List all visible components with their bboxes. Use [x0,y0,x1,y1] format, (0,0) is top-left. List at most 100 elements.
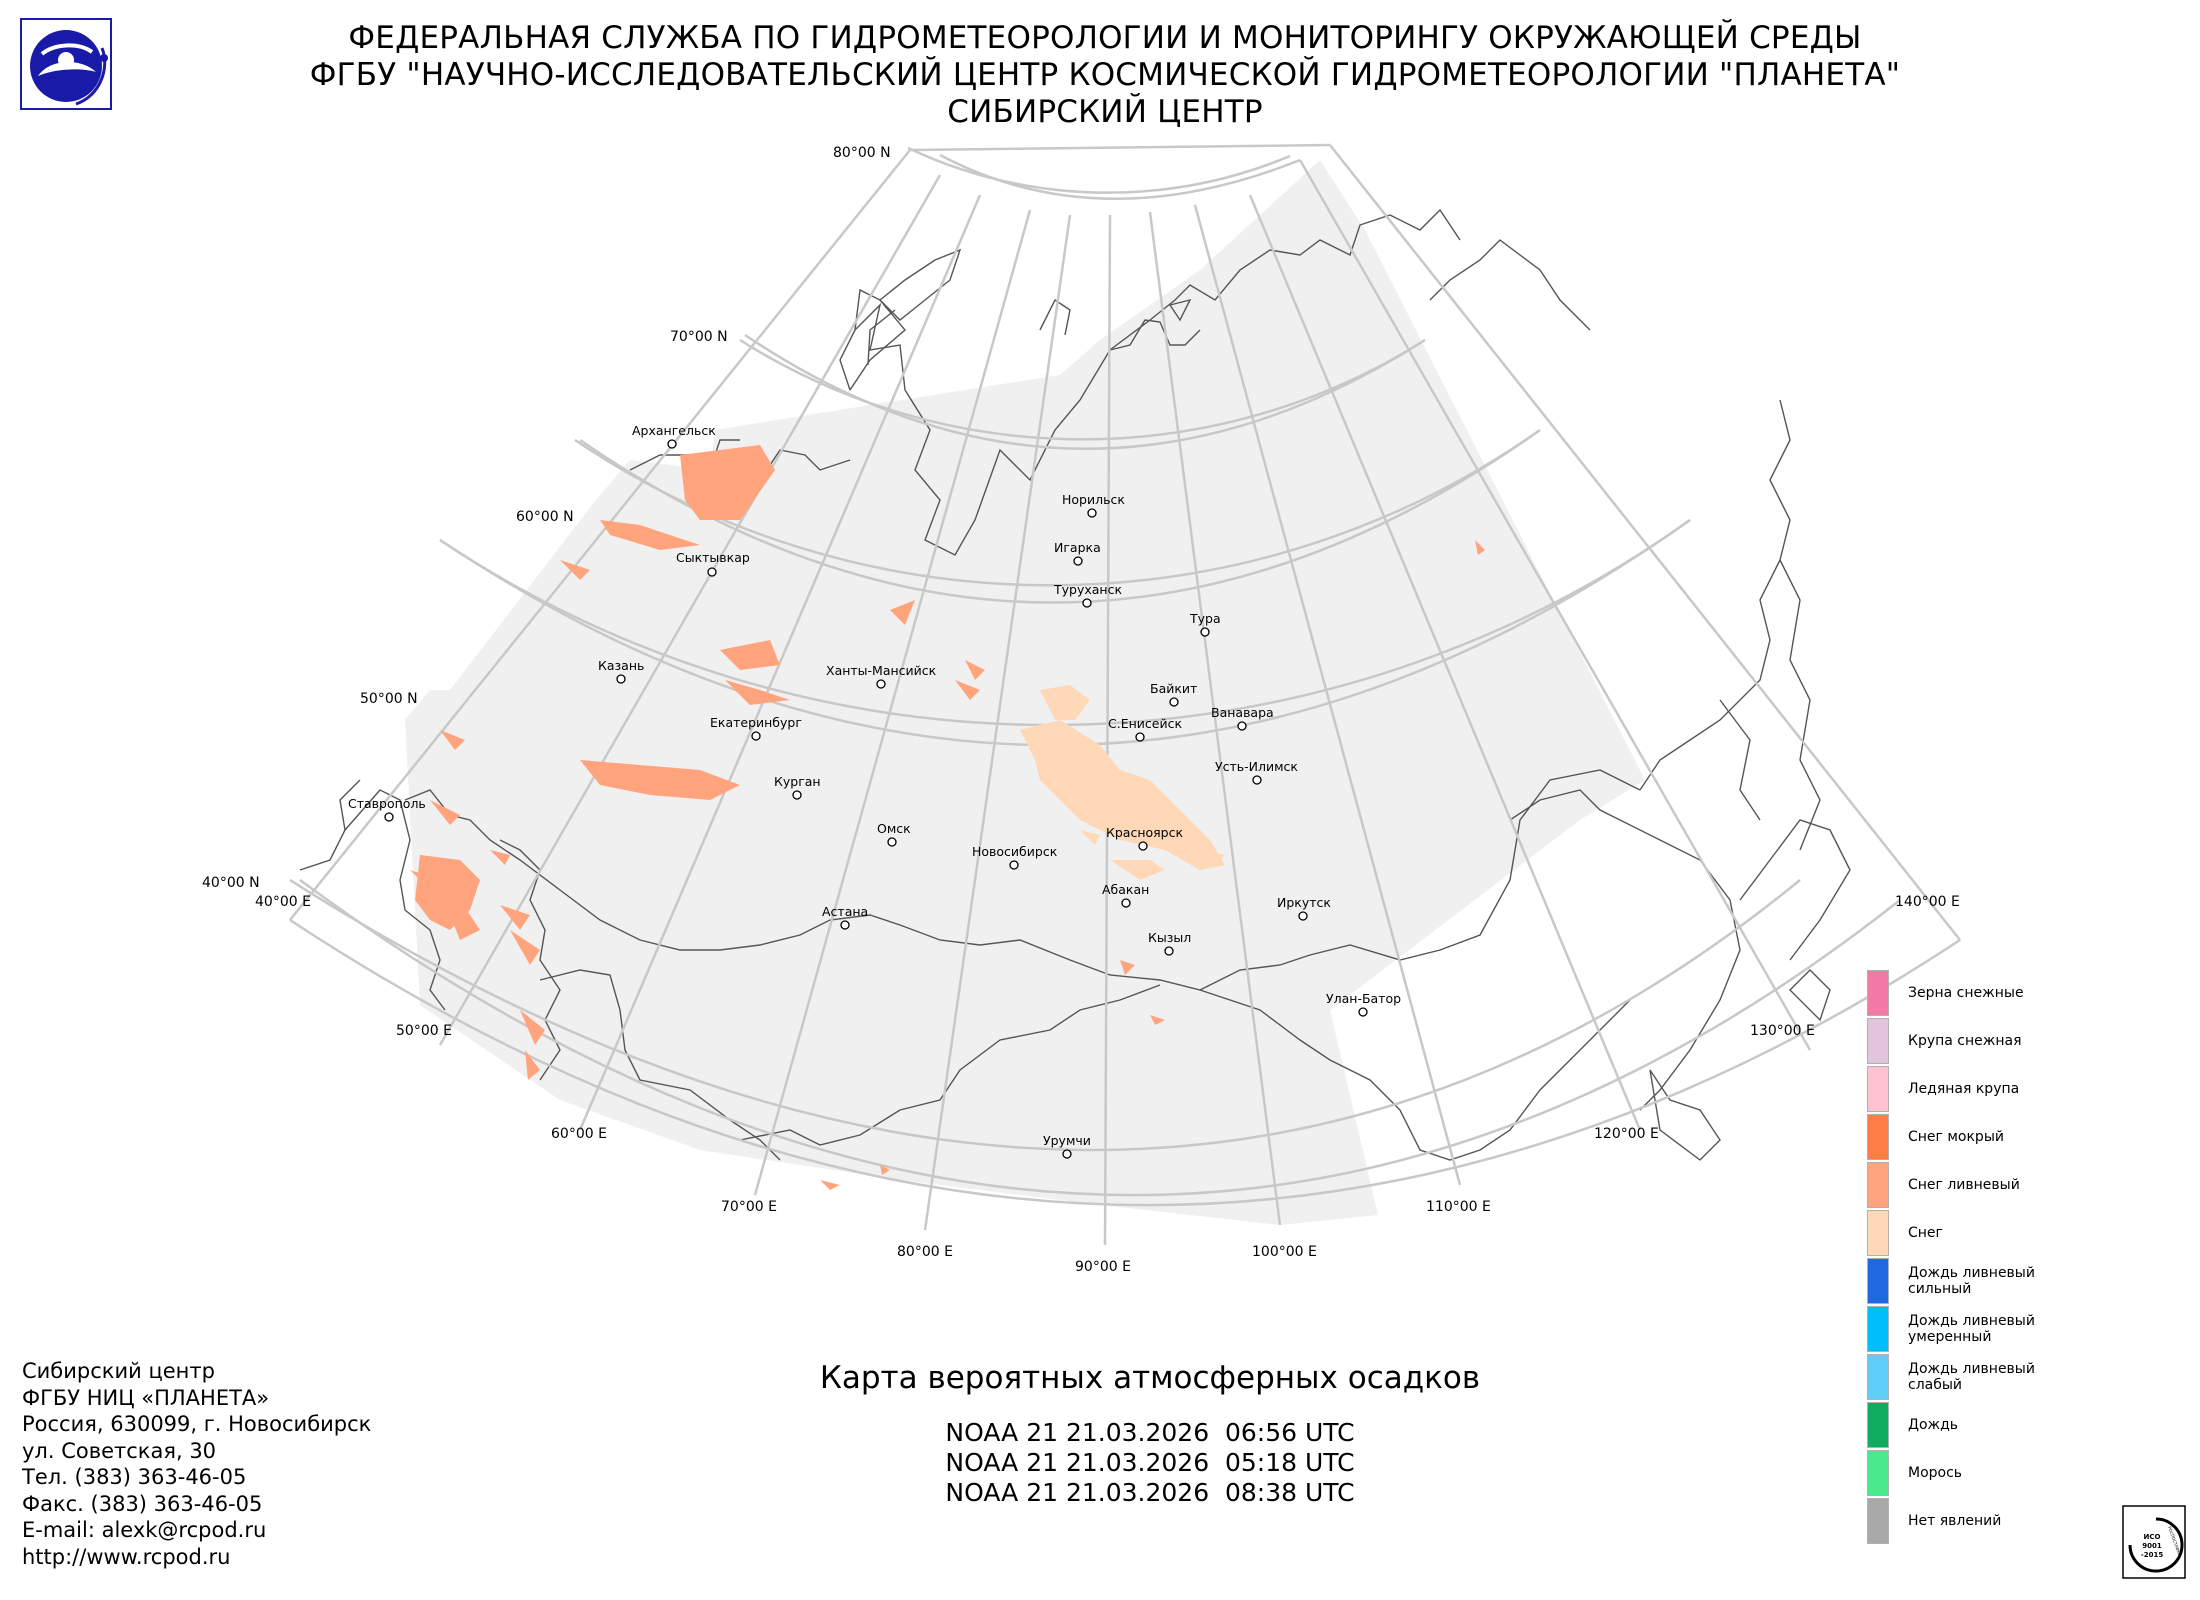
legend-item-none: Нет явлений [1867,1498,2187,1544]
svg-text:Норильск: Норильск [1062,492,1125,507]
precip-snow [1020,685,1225,880]
lon-label-50: 50°00 E [396,1023,452,1039]
city-irkutsk: Иркутск [1277,895,1331,921]
city-novosibirsk: Новосибирск [972,844,1058,870]
city-vanavara: Ванавара [1211,705,1274,731]
svg-text:Ханты-Мансийск: Ханты-Мансийск [826,663,937,678]
city-kazan: Казань [598,658,644,684]
city-tura: Тура [1189,611,1221,637]
legend-label: Крупа снежная [1908,1033,2022,1049]
legend-swatch [1867,1066,1889,1112]
lat-label-50: 50°00 N [360,691,418,707]
svg-text:Туруханск: Туруханск [1053,582,1122,597]
lat-label-70: 70°00 N [670,329,728,345]
legend-swatch [1867,970,1889,1016]
svg-text:Байкит: Байкит [1150,681,1197,696]
svg-text:Кызыл: Кызыл [1148,930,1191,945]
svg-text:Новосибирск: Новосибирск [972,844,1058,859]
city-arkhangelsk: Архангельск [632,423,716,449]
legend-label: Дождь ливневый сильный [1908,1265,2035,1297]
legend-label: Морось [1908,1465,1963,1481]
legend-swatch [1867,1114,1889,1160]
legend-label: Нет явлений [1908,1513,2002,1529]
svg-text:Иркутск: Иркутск [1277,895,1331,910]
svg-text:Улан-Батор: Улан-Батор [1326,991,1401,1006]
legend-swatch [1867,1162,1889,1208]
legend-item-snow-shower: Снег ливневый [1867,1162,2187,1208]
legend-swatch [1867,1258,1889,1304]
longitude-labels: 40°00 E 50°00 E 60°00 E 70°00 E 80°00 E … [255,894,1960,1275]
iso-text-3: -2015 [2141,1551,2164,1559]
legend-label: Снег ливневый [1908,1177,2020,1193]
legend-swatch [1867,1498,1889,1544]
legend-item-snow-pellets: Крупа снежная [1867,1018,2187,1064]
precip-snow-shower [410,445,1485,1190]
lon-label-60: 60°00 E [551,1126,607,1142]
lon-label-140: 140°00 E [1895,894,1960,910]
svg-text:Архангельск: Архангельск [632,423,716,438]
legend-swatch [1867,1306,1889,1352]
legend-label: Дождь ливневый слабый [1908,1361,2035,1393]
coverage-area [405,160,1645,1225]
legend-label: Зерна снежные [1908,985,2024,1001]
pass-line: NOAA 21 21.03.2026 06:56 UTC [945,1418,1355,1447]
city-astana: Астана [822,904,868,930]
city-syktyvkar: Сыктывкар [676,550,750,577]
legend-swatch [1867,1402,1889,1448]
svg-text:Екатеринбург: Екатеринбург [710,715,802,730]
contact-phone: Тел. (383) 363-46-05 [22,1465,247,1489]
legend-swatch [1867,1450,1889,1496]
city-turukhansk: Туруханск [1053,582,1122,608]
svg-text:Сыктывкар: Сыктывкар [676,550,750,565]
city-kurgan: Курган [774,774,821,800]
header-line-1: ФЕДЕРАЛЬНАЯ СЛУЖБА ПО ГИДРОМЕТЕОРОЛОГИИ … [348,20,1862,56]
svg-text:Омск: Омск [877,821,911,836]
svg-text:Ставрополь: Ставрополь [348,796,426,811]
city-igarka: Игарка [1054,540,1101,566]
city-krasnoyarsk: Красноярск [1106,825,1183,851]
svg-text:С.Енисейск: С.Енисейск [1108,716,1182,731]
svg-text:Ванавара: Ванавара [1211,705,1274,720]
lon-label-110: 110°00 E [1426,1199,1491,1215]
contact-line: ул. Советская, 30 [22,1438,217,1463]
organization-header: ФЕДЕРАЛЬНАЯ СЛУЖБА ПО ГИДРОМЕТЕОРОЛОГИИ … [180,20,2030,131]
contact-line: Россия, 630099, г. Новосибирск [22,1412,372,1436]
city-urumqi: Урумчи [1043,1133,1091,1159]
contact-info: Сибирский центр ФГБУ НИЦ «ПЛАНЕТА» Росси… [22,1358,371,1570]
legend-swatch [1867,1210,1889,1256]
lon-label-80: 80°00 E [897,1244,953,1260]
pass-line: NOAA 21 21.03.2026 05:18 UTC [945,1448,1355,1477]
lat-label-80: 80°00 N [833,145,891,161]
contact-line: Сибирский центр [22,1359,215,1383]
legend-item-drizzle: Морось [1867,1450,2187,1496]
legend-item-snow-grains: Зерна снежные [1867,970,2187,1016]
lat-label-40: 40°00 N [202,875,260,891]
contact-fax: Факс. (383) 363-46-05 [22,1491,263,1516]
legend-label: Ледяная крупа [1908,1081,2020,1097]
legend-item-snow: Снег [1867,1210,2187,1256]
legend-label: Дождь [1908,1417,1959,1433]
graticule [289,143,1961,1246]
planeta-logo [20,18,112,110]
iso-certification-badge: ИСО 9001 -2015 РОСПОСТАВКИ [2122,1505,2186,1579]
legend-label: Снег мокрый [1908,1129,2004,1145]
svg-text:Тура: Тура [1189,611,1221,626]
svg-text:Красноярск: Красноярск [1106,825,1183,840]
svg-text:Усть-Илимск: Усть-Илимск [1215,759,1298,774]
legend-item-wet-snow: Снег мокрый [1867,1114,2187,1160]
city-ekaterinburg: Екатеринбург [710,715,802,741]
legend-item-ice-pellets: Ледяная крупа [1867,1066,2187,1112]
satellite-passes: NOAA 21 21.03.2026 06:56 UTC NOAA 21 21.… [800,1418,1500,1508]
svg-text:Абакан: Абакан [1102,882,1149,897]
city-ulan-bator: Улан-Батор [1326,991,1401,1017]
iso-text-2: 9001 [2142,1542,2162,1550]
header-line-3: СИБИРСКИЙ ЦЕНТР [947,94,1263,130]
iso-text-1: ИСО [2144,1533,2161,1541]
lon-label-120: 120°00 E [1594,1126,1659,1142]
svg-text:Астана: Астана [822,904,868,919]
header-line-2: ФГБУ "НАУЧНО-ИССЛЕДОВАТЕЛЬСКИЙ ЦЕНТР КОС… [309,57,1901,93]
legend-item-rain: Дождь [1867,1402,2187,1448]
city-kyzyl: Кызыл [1148,930,1191,956]
legend-item-heavy-rain-shower: Дождь ливневый сильный [1867,1258,2187,1304]
